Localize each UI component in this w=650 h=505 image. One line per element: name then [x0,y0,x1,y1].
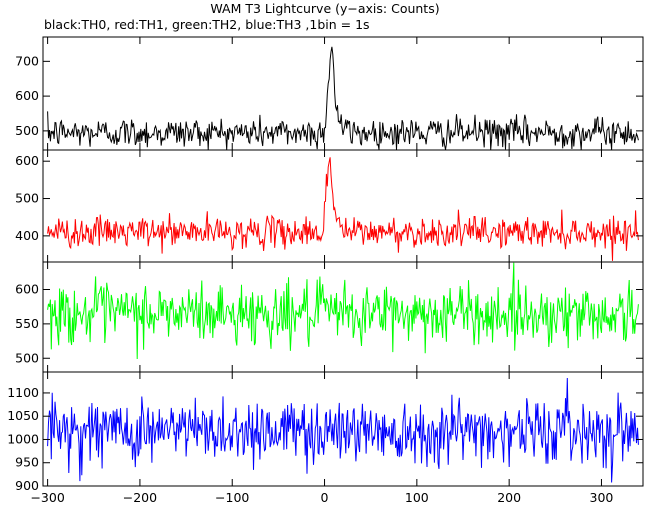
series-line-th1 [47,157,639,261]
y-tick-label: 550 [15,316,39,331]
y-tick-label: 900 [15,478,39,493]
y-tick-label: 700 [15,53,39,68]
chart-title: WAM T3 Lightcurve (y−axis: Counts) [210,1,440,16]
x-tick-label: 100 [405,490,429,505]
y-tick-label: 600 [15,282,39,297]
y-tick-label: 500 [15,350,39,365]
panel-frame-th3 [42,371,644,487]
x-tick-label: −100 [215,490,249,505]
x-tick-label: 300 [590,490,614,505]
y-tick-label: 1050 [7,408,39,423]
y-tick-label: 1000 [7,431,39,446]
y-tick-label: 400 [15,228,39,243]
series-line-th2 [47,262,639,360]
x-tick-label: −300 [30,490,64,505]
y-tick-label: 600 [15,88,39,103]
y-tick-label: 1100 [7,385,39,400]
y-tick-label: 500 [15,123,39,138]
y-tick-label: 950 [15,455,39,470]
x-tick-label: −200 [123,490,157,505]
series-line-th0 [47,46,639,150]
chart-subtitle: black:TH0, red:TH1, green:TH2, blue:TH3 … [44,17,370,32]
y-tick-label: 500 [15,191,39,206]
y-tick-label: 600 [15,153,39,168]
panel-frame-th1 [42,149,644,263]
x-tick-label: 0 [321,490,329,505]
x-tick-label: 200 [497,490,521,505]
series-line-th3 [47,377,639,483]
